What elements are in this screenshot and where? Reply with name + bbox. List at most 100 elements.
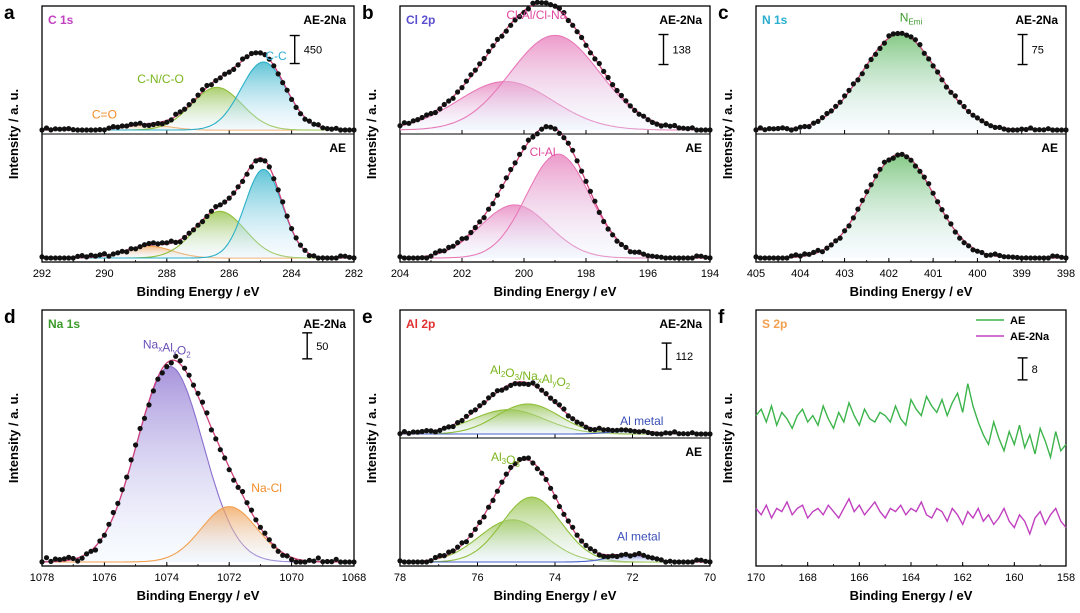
data-point (92, 253, 99, 259)
data-point (707, 559, 713, 565)
data-point (579, 168, 585, 174)
panel-b: b 204 202 200 198 196 194 Binding Energy / eV In… (362, 0, 719, 299)
data-point (115, 124, 121, 130)
x-axis-title: Binding Energy / eV (850, 284, 973, 299)
data-point (556, 5, 563, 11)
data-point (583, 42, 589, 48)
x-tick-label: 284 (282, 268, 300, 280)
data-point (636, 550, 642, 557)
data-point (846, 87, 852, 93)
data-point (320, 255, 326, 261)
data-point (952, 93, 958, 99)
data-point (182, 106, 188, 112)
data-point (815, 118, 821, 124)
data-point (930, 190, 936, 196)
data-point (864, 63, 870, 69)
data-point (499, 33, 505, 39)
x-tick-label: 1078 (30, 572, 54, 584)
data-point (1019, 126, 1025, 132)
data-point (548, 124, 554, 130)
data-point (1028, 255, 1034, 261)
data-point (208, 82, 214, 88)
data-point (654, 431, 660, 437)
data-point (329, 126, 335, 132)
data-point (342, 559, 348, 565)
data-point (415, 117, 421, 123)
data-point (672, 255, 678, 261)
data-point (455, 89, 461, 95)
subplot-label: AE (685, 141, 702, 155)
data-point (240, 488, 246, 495)
data-point (57, 126, 63, 132)
data-point (961, 103, 967, 110)
data-point (190, 227, 197, 233)
data-point (168, 360, 174, 366)
data-point (455, 544, 461, 550)
data-point (190, 98, 197, 104)
data-point (636, 111, 642, 117)
subplot-label: AE-2Na (303, 317, 346, 331)
subplot-label: AE-2Na (303, 13, 346, 27)
data-point (97, 252, 103, 258)
data-point (579, 421, 585, 427)
scale-bar-label: 8 (1032, 364, 1038, 376)
data-point (877, 166, 883, 172)
x-tick-label: 74 (549, 572, 561, 584)
data-point (988, 123, 994, 129)
data-point (48, 127, 54, 133)
data-point (155, 241, 161, 247)
data-point (177, 239, 183, 245)
data-point (217, 75, 223, 81)
data-point (450, 95, 456, 101)
x-axis-title: Binding Energy / eV (137, 588, 260, 603)
data-point (815, 247, 821, 253)
plot-frame (755, 309, 1067, 567)
data-point (757, 255, 764, 261)
data-point (503, 385, 509, 391)
data-point (645, 429, 651, 436)
data-point (868, 56, 874, 63)
data-point (530, 380, 536, 386)
data-point (468, 409, 474, 415)
data-point (338, 253, 344, 259)
panel-c: c 405 404 403 402 401 400 399 398 Binding Energy … (718, 3, 1075, 299)
x-axis-title: Binding Energy / eV (494, 284, 617, 299)
data-point (253, 158, 259, 164)
data-point (490, 391, 496, 398)
data-point (401, 429, 407, 435)
data-point (397, 123, 403, 129)
data-point (248, 507, 255, 513)
data-point (419, 428, 425, 435)
data-point (110, 509, 116, 516)
data-point (680, 125, 687, 131)
scale-bar-label: 450 (304, 45, 322, 57)
data-point (926, 181, 932, 187)
data-point (833, 238, 839, 244)
data-point (627, 428, 633, 434)
data-point (698, 253, 704, 259)
data-point (601, 553, 607, 560)
data-point (177, 109, 183, 115)
data-point (204, 82, 210, 89)
data-point (654, 121, 660, 127)
data-point (57, 557, 63, 563)
data-point (534, 131, 540, 137)
data-point (342, 127, 348, 133)
data-point (649, 119, 656, 125)
data-point (39, 127, 45, 133)
data-point (587, 50, 594, 56)
data-point (155, 376, 161, 382)
data-point (75, 558, 81, 564)
data-point (943, 84, 950, 90)
data-point (667, 255, 673, 261)
x-tick-label: 401 (924, 268, 942, 280)
data-point (66, 255, 72, 261)
data-point (39, 254, 45, 260)
data-point (1023, 126, 1029, 133)
data-point (649, 430, 656, 437)
data-point (441, 553, 447, 559)
data-point (490, 43, 496, 49)
data-point (1059, 127, 1065, 133)
data-point (155, 120, 161, 127)
data-point (266, 56, 272, 62)
